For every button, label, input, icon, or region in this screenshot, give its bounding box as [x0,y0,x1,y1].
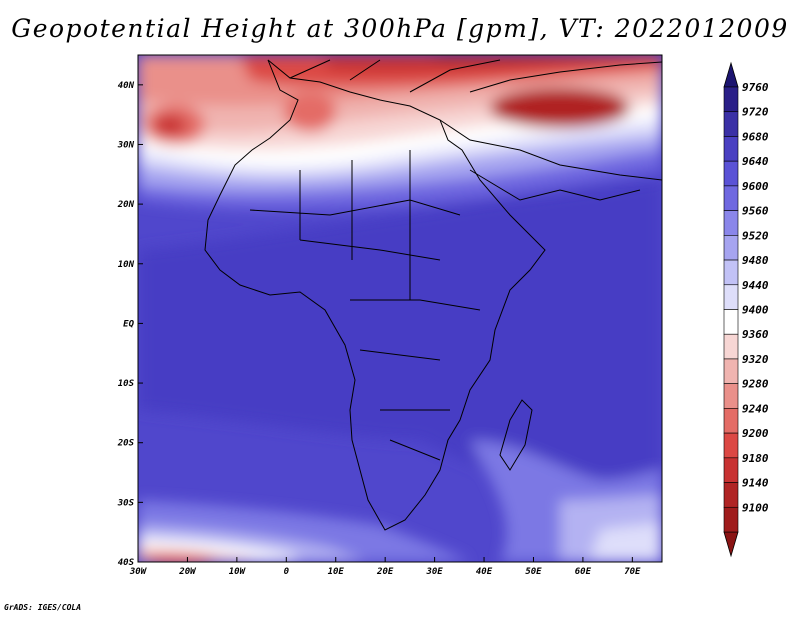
colorbar-label: 9760 [742,81,769,94]
colorbar-label: 9600 [742,180,769,193]
y-tick-label: 30N [117,140,135,150]
colorbar-label: 9240 [742,402,769,415]
colorbar-swatch [723,235,739,261]
colorbar-label: 9400 [742,304,769,317]
colorbar-label: 9640 [742,155,769,168]
height-field [138,55,662,562]
map-title: Geopotential Height at 300hPa [gpm], VT:… [11,14,789,43]
colorbar-swatch [723,432,739,459]
colorbar-label: 9680 [742,130,769,143]
colorbar-bottom-arrow [723,531,739,558]
x-tick-label: 40E [476,567,493,577]
y-tick-label: 20N [117,200,135,210]
x-tick-label: 30W [129,567,148,577]
colorbar-label: 9720 [742,106,769,119]
colorbar-label: 9440 [742,279,769,292]
colorbar-label: 9520 [742,229,769,242]
x-tick-label: 70E [624,567,641,577]
colorbar-swatch [723,457,739,483]
colorbar-label: 9320 [742,353,769,366]
colorbar-swatch [723,160,739,187]
x-tick-label: 10W [229,567,247,577]
colorbar-swatch [723,259,739,286]
y-tick-label: 10N [118,260,135,270]
colorbar-swatch [723,136,739,162]
colorbar: 9760 9720 9680 9640 9600 9560 9520 9480 9440 9400… [723,61,769,558]
y-tick-label: 30S [117,498,135,508]
coastlines [204,59,662,531]
x-axis: 30W 20W 10W 0 10E 20E 30E 40E 50E 60E 70E [129,557,641,577]
plot-frame [137,54,663,563]
y-tick-label: 10S [118,379,135,389]
colorbar-label: 9360 [742,328,769,341]
colorbar-swatch [723,284,739,310]
x-tick-label: 0 [284,567,290,577]
colorbar-label: 9200 [742,427,769,440]
colorbar-swatch [723,210,739,236]
x-tick-label: 20E [376,567,394,577]
y-tick-label: 20S [117,439,135,449]
colorbar-swatch [723,185,739,211]
y-tick-label: 40N [118,81,135,91]
x-tick-label: 50E [525,567,542,577]
colorbar-label: 9480 [742,254,769,267]
y-tick-label: EQ [123,319,134,329]
colorbar-label: 9280 [742,378,769,391]
colorbar-swatch [723,408,739,434]
footer-credit: GrADS: IGES/COLA [4,603,82,612]
x-tick-label: 60E [575,567,592,577]
colorbar-label: 9180 [742,452,769,465]
colorbar-swatch [723,383,739,409]
x-tick-label: 10E [328,567,345,577]
colorbar-swatch [723,309,739,335]
y-tick-label: 40S [118,558,135,568]
colorbar-swatch [723,111,739,137]
colorbar-swatch [723,86,739,113]
x-tick-label: 30E [425,567,443,577]
colorbar-label: 9560 [742,205,769,218]
colorbar-swatch [723,506,739,533]
colorbar-swatch [723,333,739,360]
colorbar-swatch [723,482,739,508]
colorbar-label: 9100 [742,501,769,514]
x-tick-label: 20W [178,567,197,577]
colorbar-top-arrow [723,61,739,88]
y-axis: 40N 30N 20N 10N EQ 10S 20S 30S 40S [117,81,143,568]
colorbar-swatch [723,358,739,384]
colorbar-label: 9140 [742,477,769,490]
